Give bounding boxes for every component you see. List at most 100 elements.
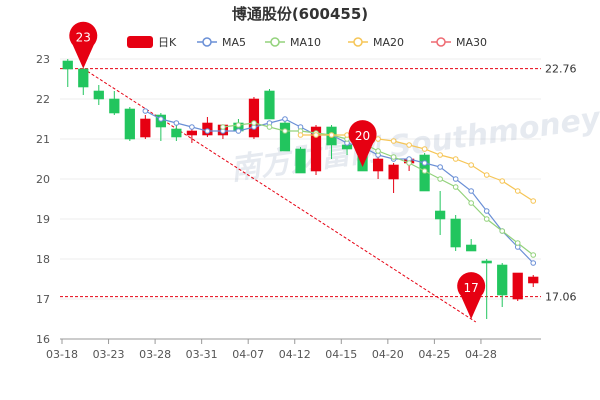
x-tick-label: 04-15 <box>325 348 357 361</box>
ma5-point <box>235 128 242 134</box>
candle-body <box>186 130 197 136</box>
legend-label: MA30 <box>456 36 487 49</box>
ma5-point <box>421 160 428 166</box>
ma10-point <box>437 176 443 182</box>
candle-body <box>78 68 89 88</box>
ma10-point <box>235 122 242 128</box>
price-markers: 23 20 17 <box>69 21 486 319</box>
y-tick-label: 22 <box>36 93 50 106</box>
candle-body <box>171 128 182 138</box>
ma5-point <box>452 176 459 182</box>
ma20-point <box>514 188 521 194</box>
x-tick-label: 04-20 <box>372 348 404 361</box>
legend-dot-icon <box>436 37 446 47</box>
candle-body <box>388 164 399 180</box>
reference-label: 22.76 <box>545 63 577 76</box>
ma5-point <box>282 116 288 122</box>
ma10-point <box>421 168 428 174</box>
legend-label: 日K <box>158 36 177 49</box>
candle-body <box>248 98 260 138</box>
legend-candle-icon <box>127 36 153 48</box>
axes: 16 17 18 19 20 21 22 23 03-18 03-23 03-28 03-31 04-0… <box>36 53 541 361</box>
ma10-point <box>452 184 459 190</box>
pin-label: 23 <box>76 31 91 45</box>
x-tick-label: 04-07 <box>232 348 264 361</box>
ma10-point <box>514 240 521 246</box>
ma10-point <box>220 124 226 130</box>
ma10-point <box>483 216 490 222</box>
ma20-line <box>300 134 534 202</box>
x-tick-label: 03-23 <box>93 348 125 361</box>
candle-body <box>62 60 73 70</box>
x-tick-label: 03-18 <box>46 348 78 361</box>
candle-body <box>140 118 151 138</box>
legend-item-日k[interactable]: 日K <box>127 36 177 49</box>
pin-shape <box>69 21 98 69</box>
candle-body <box>466 244 477 252</box>
pin-label: 20 <box>355 129 370 143</box>
ma10-point <box>282 128 288 134</box>
reference-label: 17.06 <box>545 291 577 304</box>
ma20-point <box>530 198 537 204</box>
ma10-point <box>251 120 257 126</box>
pin-label: 17 <box>464 281 479 295</box>
ma20-point <box>437 152 443 158</box>
y-tick-label: 18 <box>36 253 50 266</box>
y-tick-label: 20 <box>36 173 50 186</box>
ma5-point <box>158 116 164 122</box>
candle-body <box>372 158 384 172</box>
ma5-point <box>468 188 474 194</box>
y-tick-label: 23 <box>36 53 50 66</box>
candle-body <box>124 108 135 140</box>
ma20-point <box>406 142 412 148</box>
legend-label: MA10 <box>290 36 321 49</box>
ma20-point <box>313 132 319 138</box>
grid-lines <box>60 58 541 340</box>
x-tick-label: 03-28 <box>139 348 171 361</box>
ma5-point <box>173 120 180 126</box>
x-tick-label: 03-31 <box>186 348 218 361</box>
candle-body <box>497 264 508 296</box>
candle-body <box>450 218 461 248</box>
ma20-point <box>483 172 490 178</box>
y-tick-label: 19 <box>36 213 50 226</box>
ma10-point <box>468 200 474 206</box>
legend-item-ma30[interactable]: MA30 <box>431 36 487 49</box>
ma10-point <box>266 124 273 130</box>
candle-body <box>109 98 120 114</box>
x-tick-label: 04-25 <box>418 348 450 361</box>
ma20-point <box>468 162 474 168</box>
ma20-point <box>297 132 304 138</box>
ma10-point <box>375 148 381 154</box>
ma20-point <box>375 136 381 142</box>
moving-average-lines <box>142 108 537 266</box>
price-pin: 23 <box>69 21 98 69</box>
legend-label: MA5 <box>222 36 246 49</box>
legend-item-ma10[interactable]: MA10 <box>265 36 321 49</box>
ma10-point <box>499 228 506 234</box>
ma20-point <box>328 132 335 138</box>
ma10-point <box>406 160 412 166</box>
legend-item-ma5[interactable]: MA5 <box>197 36 246 49</box>
candle-body <box>295 148 306 174</box>
ma5-point <box>142 108 149 114</box>
candle-body <box>279 122 291 152</box>
candle-body <box>310 126 322 172</box>
ma20-point <box>452 156 459 162</box>
y-tick-label: 17 <box>36 293 50 306</box>
legend[interactable]: 日K MA5 MA10 MA20 MA30 <box>127 36 487 49</box>
legend-item-ma20[interactable]: MA20 <box>348 36 404 49</box>
candle-body <box>93 90 104 100</box>
candle-body <box>481 260 492 264</box>
ma20-point <box>499 178 506 184</box>
ma5-point <box>437 164 443 170</box>
ma5-point <box>483 208 490 214</box>
ma20-point <box>421 146 428 152</box>
ma5-point <box>189 124 195 130</box>
trend-line <box>83 68 477 323</box>
pin-shape <box>348 120 377 167</box>
reference-lines: 22.76 17.06 <box>60 63 577 323</box>
legend-dot-icon <box>353 37 363 47</box>
chart-title: 博通股份(600455) <box>232 5 368 23</box>
